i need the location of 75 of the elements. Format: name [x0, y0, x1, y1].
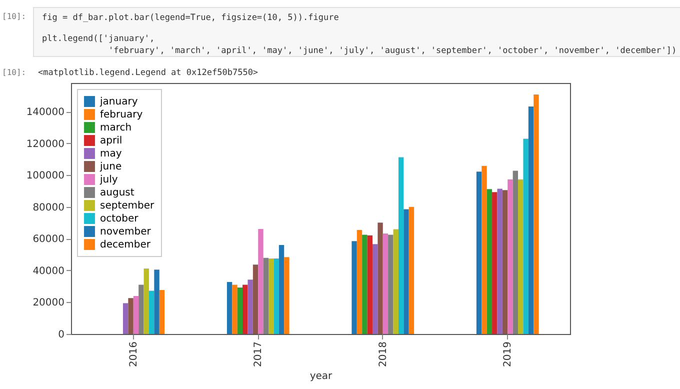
bar: [144, 268, 149, 334]
y-tick-label: 140000: [26, 107, 64, 118]
bar: [388, 234, 394, 334]
y-tick-label: 60000: [32, 234, 64, 246]
bar: [274, 258, 279, 334]
bar: [278, 245, 284, 334]
bar: [154, 270, 160, 334]
bar: [148, 290, 154, 334]
legend-label: october: [100, 214, 140, 224]
bar: [133, 296, 139, 334]
legend-label: march: [100, 122, 132, 134]
bar: [226, 282, 232, 334]
bar: [362, 234, 368, 334]
bar: [356, 230, 362, 334]
legend-label: november: [100, 226, 152, 238]
bar: [497, 188, 502, 334]
legend-label: september: [100, 200, 156, 212]
y-tick-label: 0: [58, 330, 64, 340]
bar: [122, 303, 128, 334]
bar: [138, 284, 144, 334]
legend-label: april: [100, 136, 122, 146]
bar: [393, 229, 398, 334]
bar: [284, 257, 290, 334]
legend-label: february: [100, 110, 143, 120]
bar: [248, 280, 253, 334]
legend-label: july: [99, 174, 118, 186]
text: plt.legend(['january',: [42, 34, 155, 44]
text: 'february', 'march', 'april', 'may', 'june', 'july', 'august', 'september', 'october', 'november', 'december']): [108, 46, 677, 56]
text: fig = df_bar.plot.bar(legend=True, figsize=(10, 5)).figure: [42, 13, 339, 23]
x-tick-label: 2017: [253, 342, 264, 367]
bar: [268, 258, 274, 334]
bar: [476, 172, 482, 334]
y-tick-label: 20000: [32, 298, 64, 309]
x-tick-label: 2018: [378, 342, 389, 367]
bar: [367, 235, 372, 334]
x-tick-label: 2016: [128, 342, 140, 367]
bar: [128, 298, 134, 334]
bar: [232, 284, 238, 334]
legend-label: may: [100, 148, 122, 160]
y-tick-label: 40000: [32, 266, 64, 277]
bar: [378, 222, 383, 334]
y-tick-label: 100000: [26, 170, 64, 182]
y-tick-label: 80000: [32, 202, 64, 214]
bar: [237, 287, 243, 334]
bar: [528, 106, 534, 334]
bar: [502, 190, 508, 334]
bar: [508, 179, 513, 334]
legend-label: august: [100, 188, 134, 198]
bar: [492, 192, 498, 334]
bar: [352, 241, 357, 334]
bar: [258, 228, 264, 334]
bar: [404, 209, 409, 334]
bar: [523, 138, 528, 334]
bar: [252, 264, 258, 334]
bar: [534, 94, 539, 334]
legend-label: january: [99, 96, 138, 108]
bar: [372, 244, 378, 334]
legend-label: june: [99, 162, 122, 172]
y-tick-label: 120000: [26, 138, 64, 150]
text: [10]:: [2, 12, 26, 21]
bar: [512, 170, 518, 334]
bar: [408, 206, 414, 334]
bar: [398, 157, 404, 334]
bar: [382, 233, 388, 334]
legend-label: december: [100, 240, 152, 250]
bar: [482, 166, 487, 334]
x-tick-label: 2019: [502, 342, 514, 367]
bar: [242, 284, 248, 334]
bar: [486, 189, 492, 334]
bar: [263, 258, 269, 334]
x-axis-title: year: [310, 370, 334, 382]
text: <matplotlib.legend.Legend at 0x12ef50b7550>: [38, 68, 258, 78]
text: [10]:: [2, 68, 26, 77]
bar: [518, 179, 524, 334]
bar: [159, 290, 165, 334]
